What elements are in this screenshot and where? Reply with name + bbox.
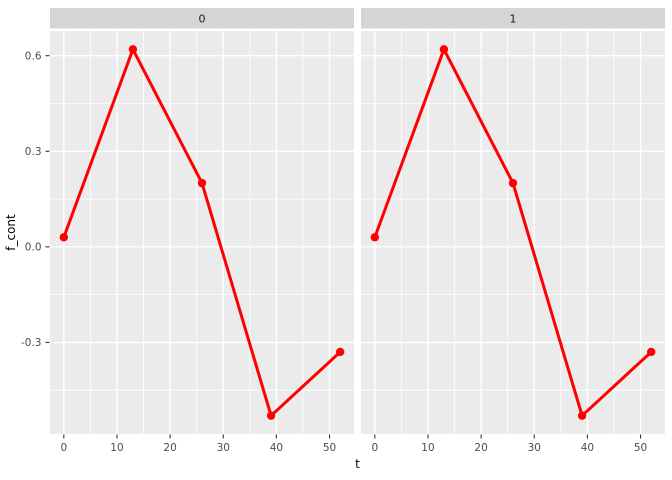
y-axis-title: f_cont — [4, 214, 18, 251]
y-tick-label: 0.3 — [25, 146, 42, 158]
facet-strip-label-1: 1 — [510, 13, 517, 26]
x-tick-label: 0 — [60, 442, 67, 454]
x-tick-label: 40 — [581, 442, 594, 454]
x-tick-label: 50 — [634, 442, 647, 454]
data-point — [646, 347, 656, 357]
x-tick-label: 0 — [371, 442, 378, 454]
data-point — [266, 411, 276, 420]
facet-strip-label-0: 0 — [199, 13, 206, 26]
x-tick-label: 10 — [110, 442, 123, 454]
x-tick-label: 50 — [323, 442, 336, 454]
y-tick-label: 0.6 — [25, 50, 42, 62]
x-tick-label: 30 — [217, 442, 230, 454]
x-tick-label: 30 — [528, 442, 541, 454]
data-point — [128, 45, 138, 54]
data-point — [59, 233, 69, 242]
panels-group: 0 10 20 30 40 50 0 10 20 30 40 50 0.6 0.3 0.0 -0.3 — [21, 31, 665, 454]
facet-strip-0 — [50, 8, 354, 29]
data-point — [370, 233, 380, 242]
data-point — [197, 178, 207, 188]
facet-panel-1 — [361, 31, 665, 434]
x-tick-label: 20 — [163, 442, 176, 454]
x-axis-title: t — [355, 457, 360, 471]
data-point — [439, 45, 449, 54]
x-tick-label: 20 — [474, 442, 487, 454]
data-point — [577, 411, 587, 420]
facet-panel-0 — [50, 31, 354, 434]
facet-strip-1 — [361, 8, 665, 29]
x-tick-label: 10 — [421, 442, 434, 454]
y-tick-label: -0.3 — [21, 337, 42, 349]
data-point — [335, 347, 345, 357]
x-tick-label: 40 — [270, 442, 283, 454]
y-tick-label: 0.0 — [25, 241, 42, 253]
data-point — [508, 178, 518, 188]
